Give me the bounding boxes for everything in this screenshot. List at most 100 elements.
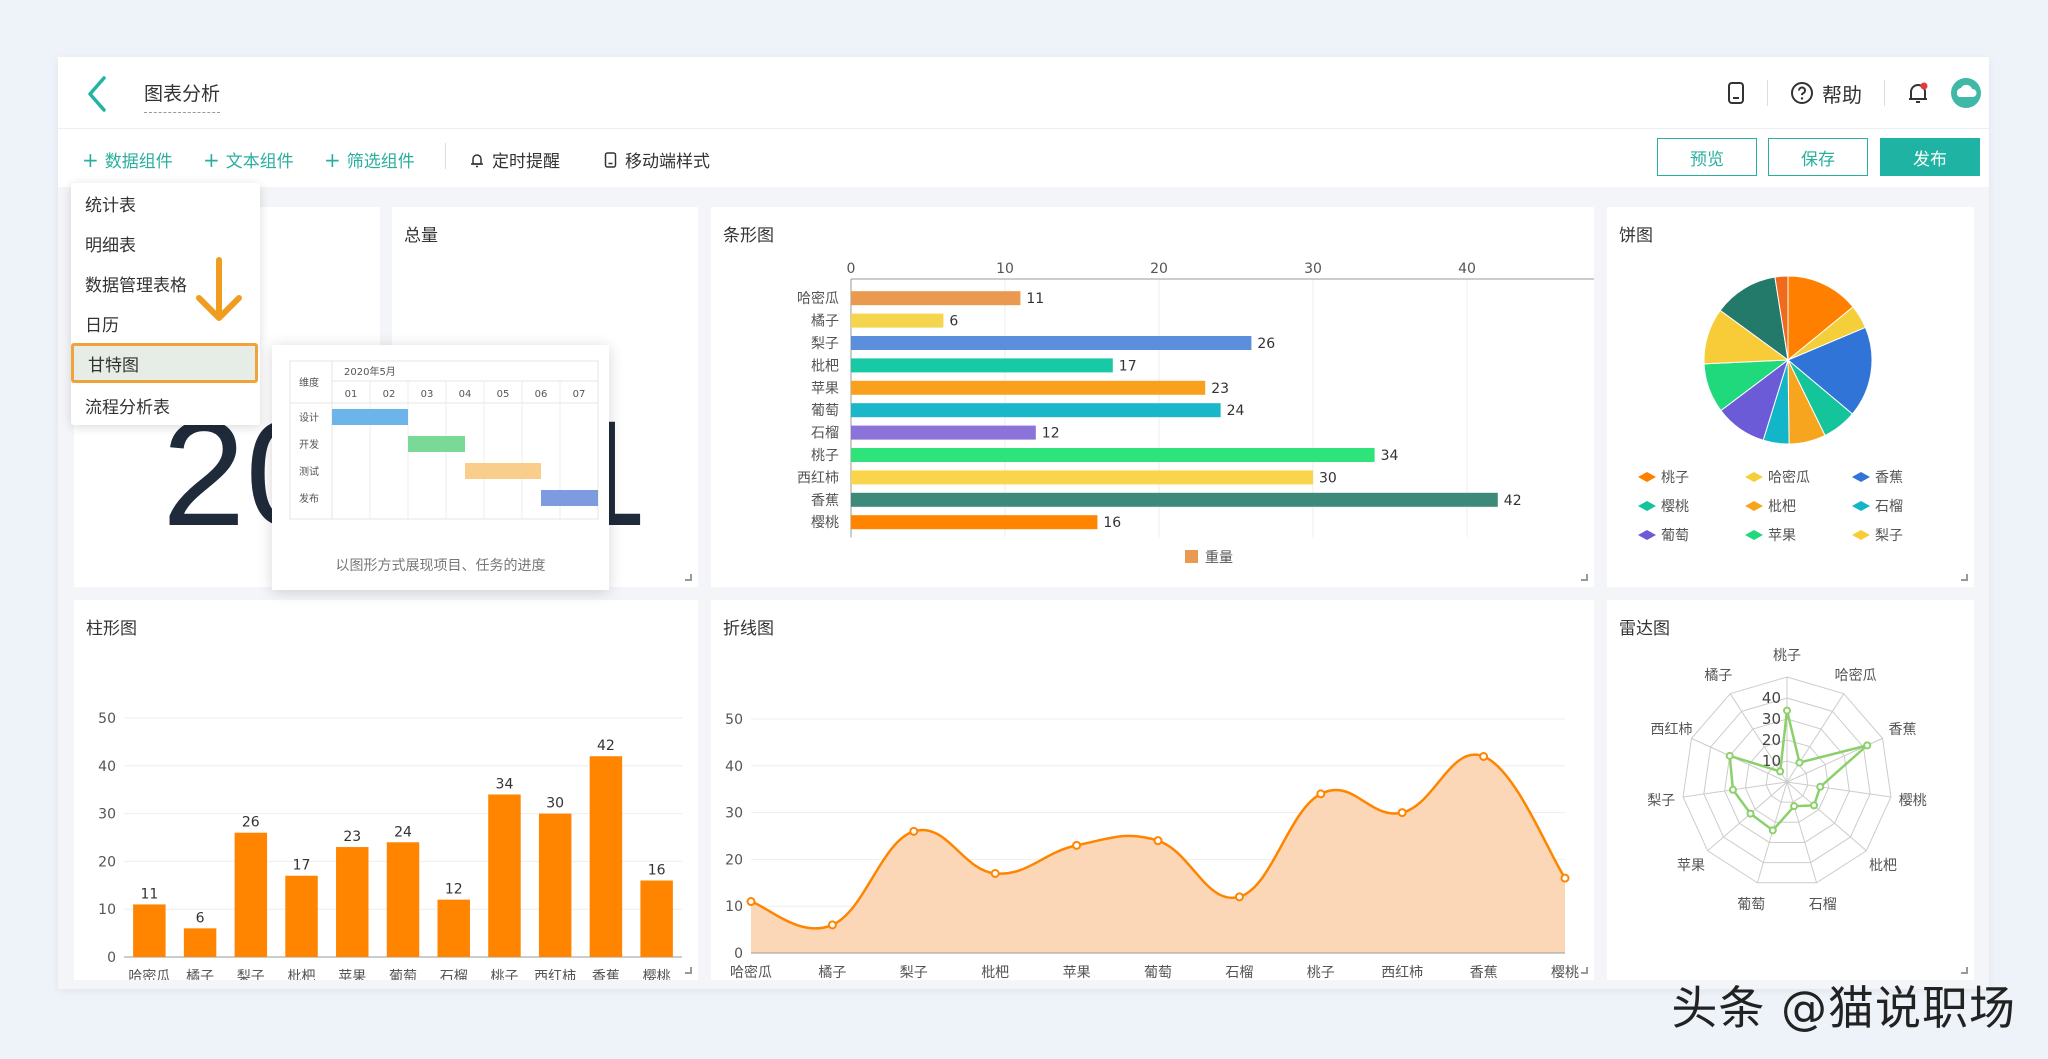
help-label: 帮助 [1822,82,1862,107]
divider [1884,80,1885,106]
text-component-label: 文本组件 [225,152,294,172]
ring-value-label: 30 [1762,710,1781,728]
preview-button[interactable]: 预览 [1657,138,1757,176]
resize-handle[interactable] [1961,574,1968,581]
category-label: 西红柿 [534,968,576,980]
legend-marker [1638,501,1656,511]
ring-value-label: 10 [1762,752,1781,770]
axis-tick-label: 20 [1150,261,1168,277]
gantt-bar [408,436,465,452]
divider [1767,80,1768,106]
column-value-label: 24 [394,824,412,840]
area-line-chart: 01020304050哈密瓜橘子梨子枇杷苹果葡萄石榴桃子西红柿香蕉樱桃重量 [725,712,1579,980]
category-label: 橘子 [186,969,214,980]
column-bar [640,880,673,957]
indicator-label: 香蕉 [1889,722,1917,738]
bar-chart-card[interactable]: 条形图 01020304050哈密瓜11橘子6梨子26枇杷17苹果23葡萄24石… [711,207,1594,587]
topbar-actions: 帮助 [1727,57,1989,129]
bar [851,425,1036,440]
category-label: 哈密瓜 [797,290,839,307]
data-component-label: 数据组件 [104,152,173,172]
horizontal-bar-chart: 01020304050哈密瓜11橘子6梨子26枇杷17苹果23葡萄24石榴12桃… [797,261,1594,566]
category-label: 枇杷 [981,965,1009,980]
radar-spoke [1707,781,1788,852]
bar [851,492,1498,507]
category-label: 梨子 [237,969,265,980]
category-label: 哈密瓜 [128,968,170,980]
add-text-component-button[interactable]: + 文本组件 [203,147,294,173]
radar-point [1768,826,1777,835]
resize-handle[interactable] [685,967,692,974]
category-label: 葡萄 [389,969,417,980]
bar-value-label: 17 [1119,358,1137,374]
radar-chart-card[interactable]: 雷达图 桃子哈密瓜香蕉樱桃枇杷石榴葡萄苹果梨子西红柿橘子10203040重量 [1607,600,1974,980]
save-button[interactable]: 保存 [1768,138,1868,176]
column-chart: 0 10 20 30 40 50 11 哈密瓜 6 橘子 26 梨子 17 枇杷 23 苹果 24 葡萄 12 石榴 3… [98,711,682,980]
resize-handle[interactable] [1581,574,1588,581]
page-title[interactable]: 图表分析 [144,79,221,113]
card-title: 折线图 [723,619,774,639]
help-button[interactable]: 帮助 [1790,79,1862,108]
gantt-day-label: 05 [497,389,510,400]
category-label: 苹果 [338,969,366,980]
indicator-label: 桃子 [1773,648,1801,664]
menu-item-calendar[interactable]: 日历 [85,315,119,336]
indicator-label: 樱桃 [1899,792,1927,809]
column-value-label: 26 [242,815,260,831]
axis-tick-label: 10 [725,899,743,915]
data-point [1479,751,1489,761]
category-label: 梨子 [900,965,928,980]
gantt-day-label: 06 [535,389,548,400]
menu-item-data-management-table[interactable]: 数据管理表格 [85,275,187,296]
radar-spoke [1786,781,1867,852]
menu-item-stat-table[interactable]: 统计表 [85,195,136,216]
column-bar [234,832,268,957]
gantt-task-label: 发布 [299,492,319,505]
mobile-style-button[interactable]: 移动端样式 [604,147,710,172]
publish-button[interactable]: 发布 [1880,138,1980,176]
bar-value-label: 42 [1504,493,1522,509]
radar-point [1746,809,1755,818]
card-title: 总量 [404,226,438,246]
category-label: 石榴 [811,426,839,442]
gantt-month-label: 2020年5月 [344,365,396,378]
menu-item-process-analysis[interactable]: 流程分析表 [85,397,170,418]
series-line [750,753,1567,930]
column-chart-card[interactable]: 柱形图 0 10 20 30 40 50 11 哈密瓜 6 橘子 26 梨子 17 枇杷 23 苹果 24 葡萄 1… [74,600,698,980]
category-label: 石榴 [1225,965,1253,980]
gantt-task-label: 测试 [299,465,319,478]
timed-reminder-button[interactable]: 定时提醒 [470,147,560,172]
mobile-preview-icon[interactable] [1727,82,1745,104]
line-chart-card[interactable]: 折线图 01020304050哈密瓜橘子梨子枇杷苹果葡萄石榴桃子西红柿香蕉樱桃重… [711,600,1594,980]
bell-icon[interactable] [1907,81,1929,105]
pie-slice [1787,275,1854,362]
resize-handle[interactable] [1581,967,1588,974]
column-value-label: 42 [597,738,615,754]
legend-marker [1638,472,1656,482]
radar-spoke [1786,693,1845,783]
indicator-label: 苹果 [1677,858,1705,874]
avatar[interactable] [1951,78,1981,108]
gantt-header-label: 维度 [299,376,319,389]
component-dropdown-menu: 统计表 明细表 数据管理表格 日历 甘特图 流程分析表 [71,183,260,425]
back-arrow-icon[interactable] [84,74,114,114]
axis-tick-label: 30 [1304,261,1322,277]
data-point [1153,836,1163,846]
timed-reminder-label: 定时提醒 [492,152,560,172]
category-label: 香蕉 [592,969,620,980]
legend-label: 香蕉 [1875,470,1903,486]
pie-chart-card[interactable]: 饼图 桃子 哈密瓜 香蕉 樱桃 枇杷 石榴 葡萄 苹果 梨子 [1607,207,1974,587]
menu-item-gantt[interactable]: 甘特图 [71,343,258,383]
category-label: 西红柿 [1381,964,1423,980]
indicator-label: 石榴 [1809,897,1837,913]
axis-tick-label: 20 [725,852,743,868]
pie-slice [1774,275,1789,361]
add-filter-component-button[interactable]: + 筛选组件 [324,147,415,173]
menu-item-detail-table[interactable]: 明细表 [85,235,136,256]
resize-handle[interactable] [685,574,692,581]
bar-value-label: 34 [1381,448,1399,464]
resize-handle[interactable] [1961,967,1968,974]
category-label: 橘子 [818,965,846,980]
axis-tick-label: 0 [107,950,116,966]
add-data-component-button[interactable]: + 数据组件 [82,147,173,173]
